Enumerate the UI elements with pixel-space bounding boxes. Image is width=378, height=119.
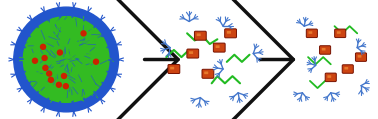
- Circle shape: [14, 7, 119, 112]
- FancyBboxPatch shape: [170, 67, 174, 69]
- FancyBboxPatch shape: [306, 29, 318, 38]
- FancyBboxPatch shape: [168, 64, 180, 74]
- FancyBboxPatch shape: [337, 31, 341, 34]
- FancyBboxPatch shape: [358, 55, 361, 58]
- FancyBboxPatch shape: [308, 31, 312, 34]
- Circle shape: [57, 50, 62, 55]
- FancyBboxPatch shape: [325, 73, 336, 82]
- FancyBboxPatch shape: [202, 69, 214, 78]
- Circle shape: [43, 65, 48, 70]
- Circle shape: [81, 31, 86, 36]
- Circle shape: [64, 84, 68, 89]
- FancyBboxPatch shape: [344, 67, 348, 69]
- FancyBboxPatch shape: [197, 33, 201, 36]
- FancyBboxPatch shape: [227, 31, 231, 34]
- FancyBboxPatch shape: [335, 29, 346, 38]
- FancyBboxPatch shape: [215, 45, 220, 48]
- FancyBboxPatch shape: [225, 29, 237, 38]
- Circle shape: [93, 59, 99, 64]
- FancyBboxPatch shape: [213, 43, 225, 52]
- Circle shape: [40, 44, 45, 49]
- FancyBboxPatch shape: [204, 72, 208, 74]
- Circle shape: [48, 77, 53, 82]
- Circle shape: [56, 82, 61, 87]
- FancyBboxPatch shape: [194, 31, 206, 40]
- FancyBboxPatch shape: [322, 48, 325, 50]
- Circle shape: [42, 55, 47, 60]
- Circle shape: [62, 74, 67, 79]
- FancyBboxPatch shape: [189, 51, 193, 54]
- Circle shape: [33, 58, 37, 63]
- FancyBboxPatch shape: [355, 53, 367, 61]
- Circle shape: [23, 17, 109, 102]
- Circle shape: [46, 71, 52, 76]
- FancyBboxPatch shape: [342, 65, 353, 73]
- FancyBboxPatch shape: [319, 46, 331, 54]
- FancyBboxPatch shape: [327, 75, 331, 78]
- FancyBboxPatch shape: [187, 49, 199, 58]
